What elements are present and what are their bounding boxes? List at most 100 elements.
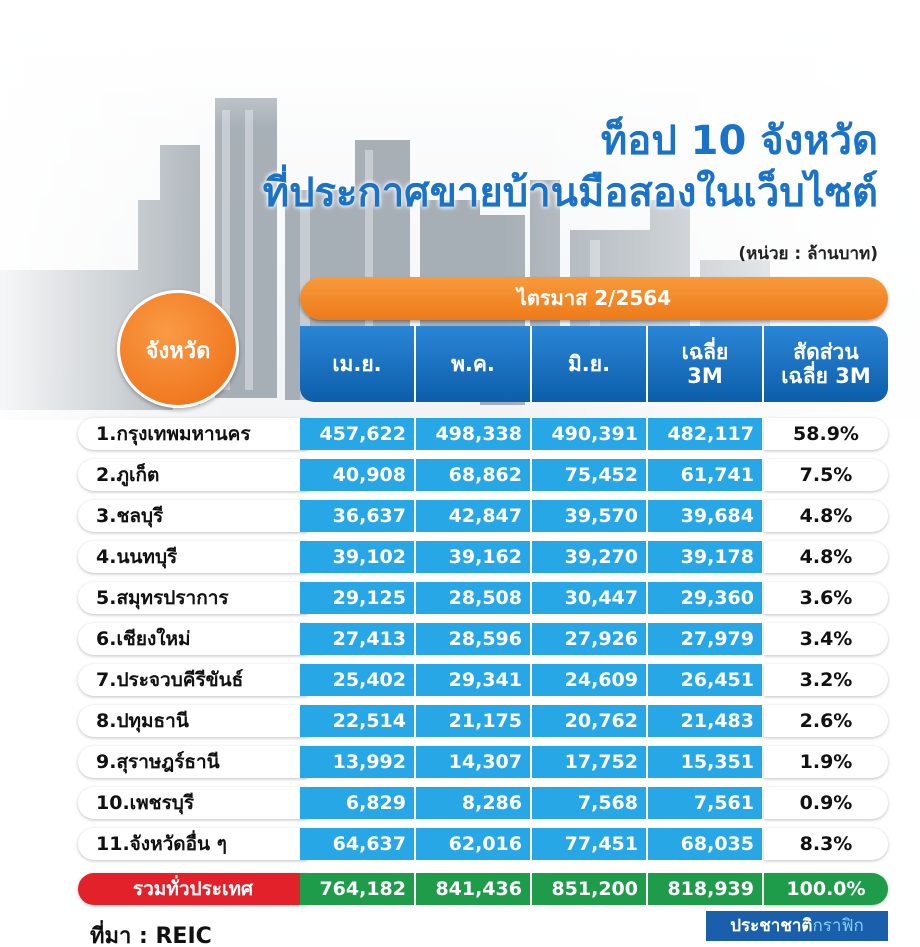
- value-share: 1.9%: [764, 746, 888, 778]
- value-share: 100.0%: [764, 873, 888, 905]
- value-avg: 21,483: [648, 705, 764, 737]
- province-name: 10.เพชรบุรี: [78, 787, 308, 819]
- province-name: 4.นนทบุรี: [78, 541, 308, 573]
- value-jun: 851,200: [532, 873, 648, 905]
- value-apr: 457,622: [300, 418, 416, 450]
- value-share: 2.6%: [764, 705, 888, 737]
- value-may: 14,307: [416, 746, 532, 778]
- value-may: 841,436: [416, 873, 532, 905]
- credit-logo: ประชาชาติกราฟิก: [706, 911, 888, 941]
- value-share: 3.6%: [764, 582, 888, 614]
- value-may: 28,596: [416, 623, 532, 655]
- value-may: 8,286: [416, 787, 532, 819]
- table-row: 10.เพชรบุรี 6,829 8,286 7,568 7,561 0.9%: [0, 787, 920, 819]
- value-avg: 7,561: [648, 787, 764, 819]
- value-avg: 26,451: [648, 664, 764, 696]
- value-avg: 818,939: [648, 873, 764, 905]
- total-row: รวมทั่วประเทศ 764,182 841,436 851,200 818,93…: [0, 873, 920, 905]
- value-share: 7.5%: [764, 459, 888, 491]
- province-name: 8.ปทุมธานี: [78, 705, 308, 737]
- value-share: 8.3%: [764, 828, 888, 860]
- value-apr: 36,637: [300, 500, 416, 532]
- value-jun: 27,926: [532, 623, 648, 655]
- value-apr: 13,992: [300, 746, 416, 778]
- value-apr: 29,125: [300, 582, 416, 614]
- value-jun: 77,451: [532, 828, 648, 860]
- value-share: 58.9%: [764, 418, 888, 450]
- value-avg: 482,117: [648, 418, 764, 450]
- value-jun: 490,391: [532, 418, 648, 450]
- share-label: สัดส่วน เฉลี่ย 3M: [781, 339, 871, 388]
- value-jun: 24,609: [532, 664, 648, 696]
- table-row: 4.นนทบุรี 39,102 39,162 39,270 39,178 4.8%: [0, 541, 920, 573]
- value-may: 21,175: [416, 705, 532, 737]
- value-may: 39,162: [416, 541, 532, 573]
- title-line-2: ที่ประกาศขายบ้านมือสองในเว็บไซต์: [262, 170, 878, 216]
- province-name: 11.จังหวัดอื่น ๆ: [78, 828, 308, 860]
- value-apr: 39,102: [300, 541, 416, 573]
- table-row: 9.สุราษฎร์ธานี 13,992 14,307 17,752 15,351 1.…: [0, 746, 920, 778]
- value-avg: 39,684: [648, 500, 764, 532]
- table-row: 3.ชลบุรี 36,637 42,847 39,570 39,684 4.8%: [0, 500, 920, 532]
- table-row: 7.ประจวบคีรีขันธ์ 25,402 29,341 24,609 26,45…: [0, 664, 920, 696]
- value-apr: 6,829: [300, 787, 416, 819]
- avg-3m-label: เฉลี่ย 3M: [681, 339, 729, 388]
- value-may: 42,847: [416, 500, 532, 532]
- province-name: 7.ประจวบคีรีขันธ์: [78, 664, 308, 696]
- value-share: 0.9%: [764, 787, 888, 819]
- quarter-header: ไตรมาส 2/2564: [300, 277, 888, 320]
- table-row: 5.สมุทรปราการ 29,125 28,508 30,447 29,360 3.6…: [0, 582, 920, 614]
- value-jun: 39,570: [532, 500, 648, 532]
- column-header-may: พ.ค.: [416, 326, 532, 402]
- value-may: 68,862: [416, 459, 532, 491]
- province-name: 6.เชียงใหม่: [78, 623, 308, 655]
- value-share: 3.2%: [764, 664, 888, 696]
- table-row: 2.ภูเก็ต 40,908 68,862 75,452 61,741 7.5%: [0, 459, 920, 491]
- table-row: 8.ปทุมธานี 22,514 21,175 20,762 21,483 2.6%: [0, 705, 920, 737]
- value-avg: 27,979: [648, 623, 764, 655]
- table-row: 11.จังหวัดอื่น ๆ 64,637 62,016 77,451 68,035…: [0, 828, 920, 860]
- column-header-avg-3m: เฉลี่ย 3M: [648, 326, 764, 402]
- title-line-1: ท็อป 10 จังหวัด: [600, 118, 878, 164]
- province-name: 3.ชลบุรี: [78, 500, 308, 532]
- value-jun: 75,452: [532, 459, 648, 491]
- province-name: 5.สมุทรปราการ: [78, 582, 308, 614]
- value-share: 4.8%: [764, 500, 888, 532]
- value-avg: 68,035: [648, 828, 764, 860]
- value-avg: 15,351: [648, 746, 764, 778]
- value-apr: 27,413: [300, 623, 416, 655]
- value-avg: 39,178: [648, 541, 764, 573]
- value-apr: 40,908: [300, 459, 416, 491]
- column-header-share: สัดส่วน เฉลี่ย 3M: [764, 326, 888, 402]
- value-avg: 61,741: [648, 459, 764, 491]
- value-jun: 20,762: [532, 705, 648, 737]
- value-share: 4.8%: [764, 541, 888, 573]
- province-name: 9.สุราษฎร์ธานี: [78, 746, 308, 778]
- unit-label: (หน่วย : ล้านบาท): [738, 244, 878, 264]
- value-apr: 64,637: [300, 828, 416, 860]
- total-label: รวมทั่วประเทศ: [78, 873, 308, 905]
- value-apr: 22,514: [300, 705, 416, 737]
- value-jun: 39,270: [532, 541, 648, 573]
- province-name: 2.ภูเก็ต: [78, 459, 308, 491]
- column-header-apr: เม.ย.: [300, 326, 416, 402]
- value-jun: 17,752: [532, 746, 648, 778]
- credit-accent: กราฟิก: [812, 916, 864, 936]
- credit-main: ประชาชาติ: [730, 916, 813, 936]
- table-row: 6.เชียงใหม่ 27,413 28,596 27,926 27,979 3.4%: [0, 623, 920, 655]
- source-note: ที่มา : REIC: [90, 924, 212, 947]
- value-apr: 764,182: [300, 873, 416, 905]
- value-avg: 29,360: [648, 582, 764, 614]
- table-row: 1.กรุงเทพมหานคร 457,622 498,338 490,391 482,…: [0, 418, 920, 450]
- province-column-header: จังหวัด: [117, 290, 239, 408]
- column-header-jun: มิ.ย.: [532, 326, 648, 402]
- value-apr: 25,402: [300, 664, 416, 696]
- value-may: 62,016: [416, 828, 532, 860]
- value-may: 498,338: [416, 418, 532, 450]
- value-may: 28,508: [416, 582, 532, 614]
- value-jun: 30,447: [532, 582, 648, 614]
- value-jun: 7,568: [532, 787, 648, 819]
- value-share: 3.4%: [764, 623, 888, 655]
- province-name: 1.กรุงเทพมหานคร: [78, 418, 308, 450]
- value-may: 29,341: [416, 664, 532, 696]
